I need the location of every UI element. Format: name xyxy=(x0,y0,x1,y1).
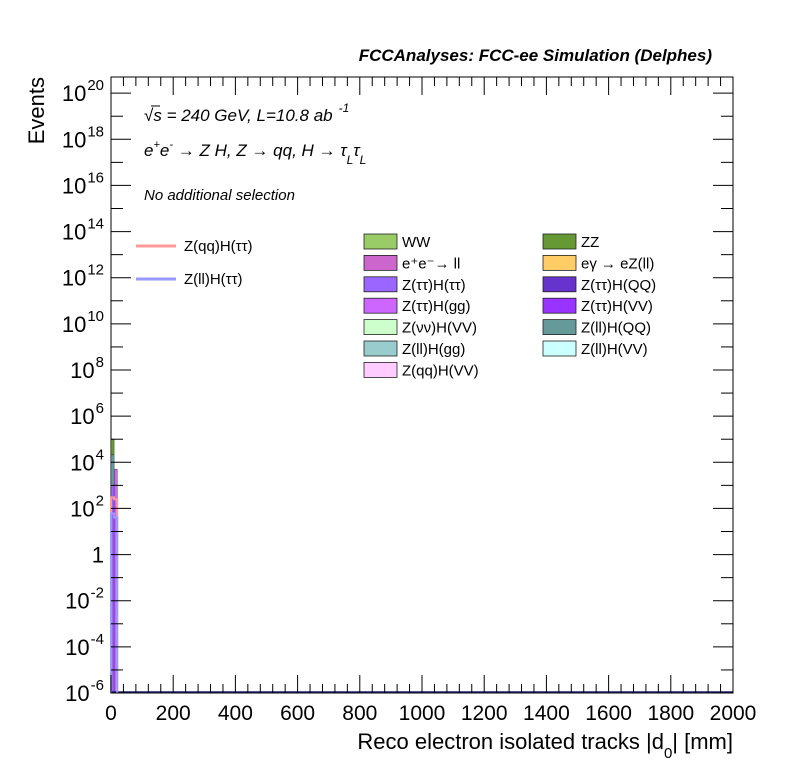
x-tick-label: 200 xyxy=(156,702,191,725)
x-tick-label: 0 xyxy=(105,702,117,725)
background-legend-label: Z(ll)H(QQ) xyxy=(581,320,651,337)
y-tick-label: 104 xyxy=(70,446,104,475)
legend-swatch-11 xyxy=(542,340,577,357)
chart-title: FCCAnalyses: FCC-ee Simulation (Delphes) xyxy=(359,46,713,65)
background-legend-label: Z(ττ)H(gg) xyxy=(402,298,471,315)
y-tick-label: 1012 xyxy=(62,262,104,291)
background-legend-label: Z(νν)H(VV) xyxy=(402,320,477,337)
legend-swatch-7 xyxy=(542,297,577,314)
background-legend: WW ZZ e⁺e⁻→ ll eγ → eZ(ll) Z(ττ)H(ττ) Z(ττ)H(… xyxy=(363,233,656,379)
y-tick-label: 1010 xyxy=(62,308,104,337)
bar-zz-0 xyxy=(110,438,115,456)
legend-swatch-12 xyxy=(363,361,398,378)
legend-swatch-5 xyxy=(542,276,577,293)
signal-legend-label: Z(ll)H(ττ) xyxy=(184,271,243,288)
background-legend-label: Z(qq)H(VV) xyxy=(402,362,479,379)
energy-label: √s = 240 GeV, L=10.8 ab -1 xyxy=(144,101,349,125)
legend-swatch-1 xyxy=(542,233,577,250)
x-tick-label: 2000 xyxy=(710,702,757,725)
legend-swatch-0 xyxy=(363,233,398,250)
x-tick-label: 1400 xyxy=(523,702,570,725)
y-tick-label: 108 xyxy=(70,354,104,383)
y-tick-label: 10-2 xyxy=(65,585,104,614)
background-legend-label: WW xyxy=(402,234,431,251)
y-tick-label: 1020 xyxy=(62,77,104,106)
signal-legend-label: Z(qq)H(ττ) xyxy=(184,238,253,255)
bar-zllhqq-0 xyxy=(110,454,115,486)
x-tick-label: 600 xyxy=(280,702,315,725)
background-legend-label: Z(ττ)H(QQ) xyxy=(581,277,656,294)
background-legend-label: Z(ττ)H(ττ) xyxy=(402,277,466,294)
x-tick-label: 1600 xyxy=(585,702,632,725)
legend-swatch-3 xyxy=(542,254,577,271)
y-tick-label: 1016 xyxy=(62,169,104,198)
y-tick-label: 10-4 xyxy=(65,631,104,660)
signal-legend: Z(qq)H(ττ) Z(ll)H(ττ) xyxy=(136,238,253,288)
y-axis-label: Events xyxy=(24,77,49,144)
selection-label: No additional selection xyxy=(144,187,295,204)
x-tick-label: 400 xyxy=(218,702,253,725)
x-axis-label: Reco electron isolated tracks |d0| [mm] xyxy=(357,729,733,762)
background-legend-label: Z(ττ)H(VV) xyxy=(581,298,653,315)
process-label: e+e- → Z H, Z → qq, H → τLτL xyxy=(144,139,366,167)
y-tick-label: 1 xyxy=(92,543,104,568)
signal-zllh xyxy=(110,512,119,693)
x-tick-label: 1800 xyxy=(647,702,694,725)
plot-frame xyxy=(110,76,734,694)
y-tick-label: 1014 xyxy=(62,216,104,245)
background-legend-label: eγ → eZ(ll) xyxy=(581,255,654,272)
x-tick-label: 1000 xyxy=(399,702,446,725)
background-legend-label: Z(ll)H(VV) xyxy=(581,341,648,358)
y-tick-label: 1018 xyxy=(62,123,104,152)
legend-swatch-9 xyxy=(542,319,577,336)
y-tick-label: 102 xyxy=(70,492,104,521)
x-axis: 0 200 400 600 800 1000 1200 1400 1600 1800 2000 xyxy=(105,77,756,725)
legend-swatch-4 xyxy=(363,276,398,293)
background-legend-label: Z(ll)H(gg) xyxy=(402,341,465,358)
background-legend-label: e⁺e⁻→ ll xyxy=(402,255,460,272)
y-tick-label: 106 xyxy=(70,400,104,429)
legend-swatch-8 xyxy=(363,319,398,336)
legend-swatch-6 xyxy=(363,297,398,314)
y-tick-label: 10-6 xyxy=(65,677,104,706)
legend-swatch-2 xyxy=(363,254,398,271)
x-tick-label: 800 xyxy=(342,702,377,725)
legend-swatch-10 xyxy=(363,340,398,357)
background-legend-label: ZZ xyxy=(581,234,599,251)
y-axis: 10-6 10-4 10-2 1 102 104 106 108 1010 1012 1014 101… xyxy=(62,77,733,706)
stacked-histogram xyxy=(110,438,733,694)
x-tick-label: 1200 xyxy=(461,702,508,725)
